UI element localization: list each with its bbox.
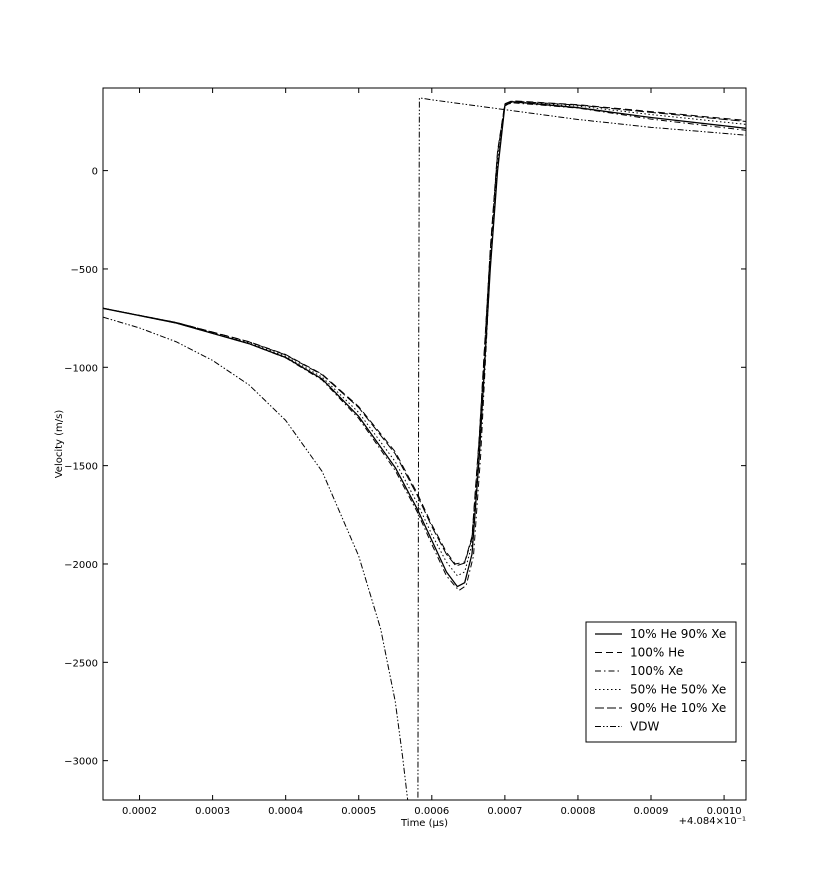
axis-ticks: 0.0002 0.0003 0.0004 0.0005 0.0006 0.0007 0.00… xyxy=(64,88,746,817)
series-lines xyxy=(103,97,746,800)
legend-entry: 90% He 10% Xe xyxy=(630,701,726,715)
series-line-5 xyxy=(103,100,746,567)
x-tick-label: 0.0002 xyxy=(122,806,157,817)
legend-entry: VDW xyxy=(630,720,659,734)
series-line-4 xyxy=(103,101,746,577)
legend-entry: 100% Xe xyxy=(630,664,683,678)
x-offset-label: +4.084×10⁻¹ xyxy=(679,816,746,827)
x-tick-label: 0.0008 xyxy=(560,806,595,817)
y-tick-label: −3000 xyxy=(64,757,98,768)
y-tick-label: −2000 xyxy=(64,560,98,571)
y-tick-label: −2500 xyxy=(64,658,98,669)
y-tick-label: 0 xyxy=(92,167,98,178)
y-tick-label: −1000 xyxy=(64,363,98,374)
series-line-3 xyxy=(103,102,746,592)
series-line-6 xyxy=(103,97,746,800)
x-tick-label: 0.0009 xyxy=(634,806,669,817)
x-tick-label: 0.0007 xyxy=(487,806,522,817)
x-tick-label: 0.0003 xyxy=(195,806,230,817)
legend-box xyxy=(585,621,737,743)
y-tick-label: −500 xyxy=(71,265,98,276)
plot-frame xyxy=(102,87,747,801)
series-line-1 xyxy=(103,101,746,588)
x-tick-label: 0.0004 xyxy=(268,806,303,817)
legend-entry: 10% He 90% Xe xyxy=(630,627,726,641)
legend-entry: 50% He 50% Xe xyxy=(630,683,726,697)
series-line-2 xyxy=(103,100,746,565)
x-tick-label: 0.0006 xyxy=(414,806,449,817)
x-tick-label: 0.0010 xyxy=(707,806,742,817)
x-tick-label: 0.0005 xyxy=(341,806,376,817)
x-axis-label: Time (µs) xyxy=(400,818,448,829)
y-axis-label: Velocity (m/s) xyxy=(54,410,65,479)
legend: 10% He 90% Xe 100% He 100% Xe 50% He 50% Xe… xyxy=(585,621,737,743)
legend-entry: 100% He xyxy=(630,646,685,660)
y-tick-label: −1500 xyxy=(64,462,98,473)
